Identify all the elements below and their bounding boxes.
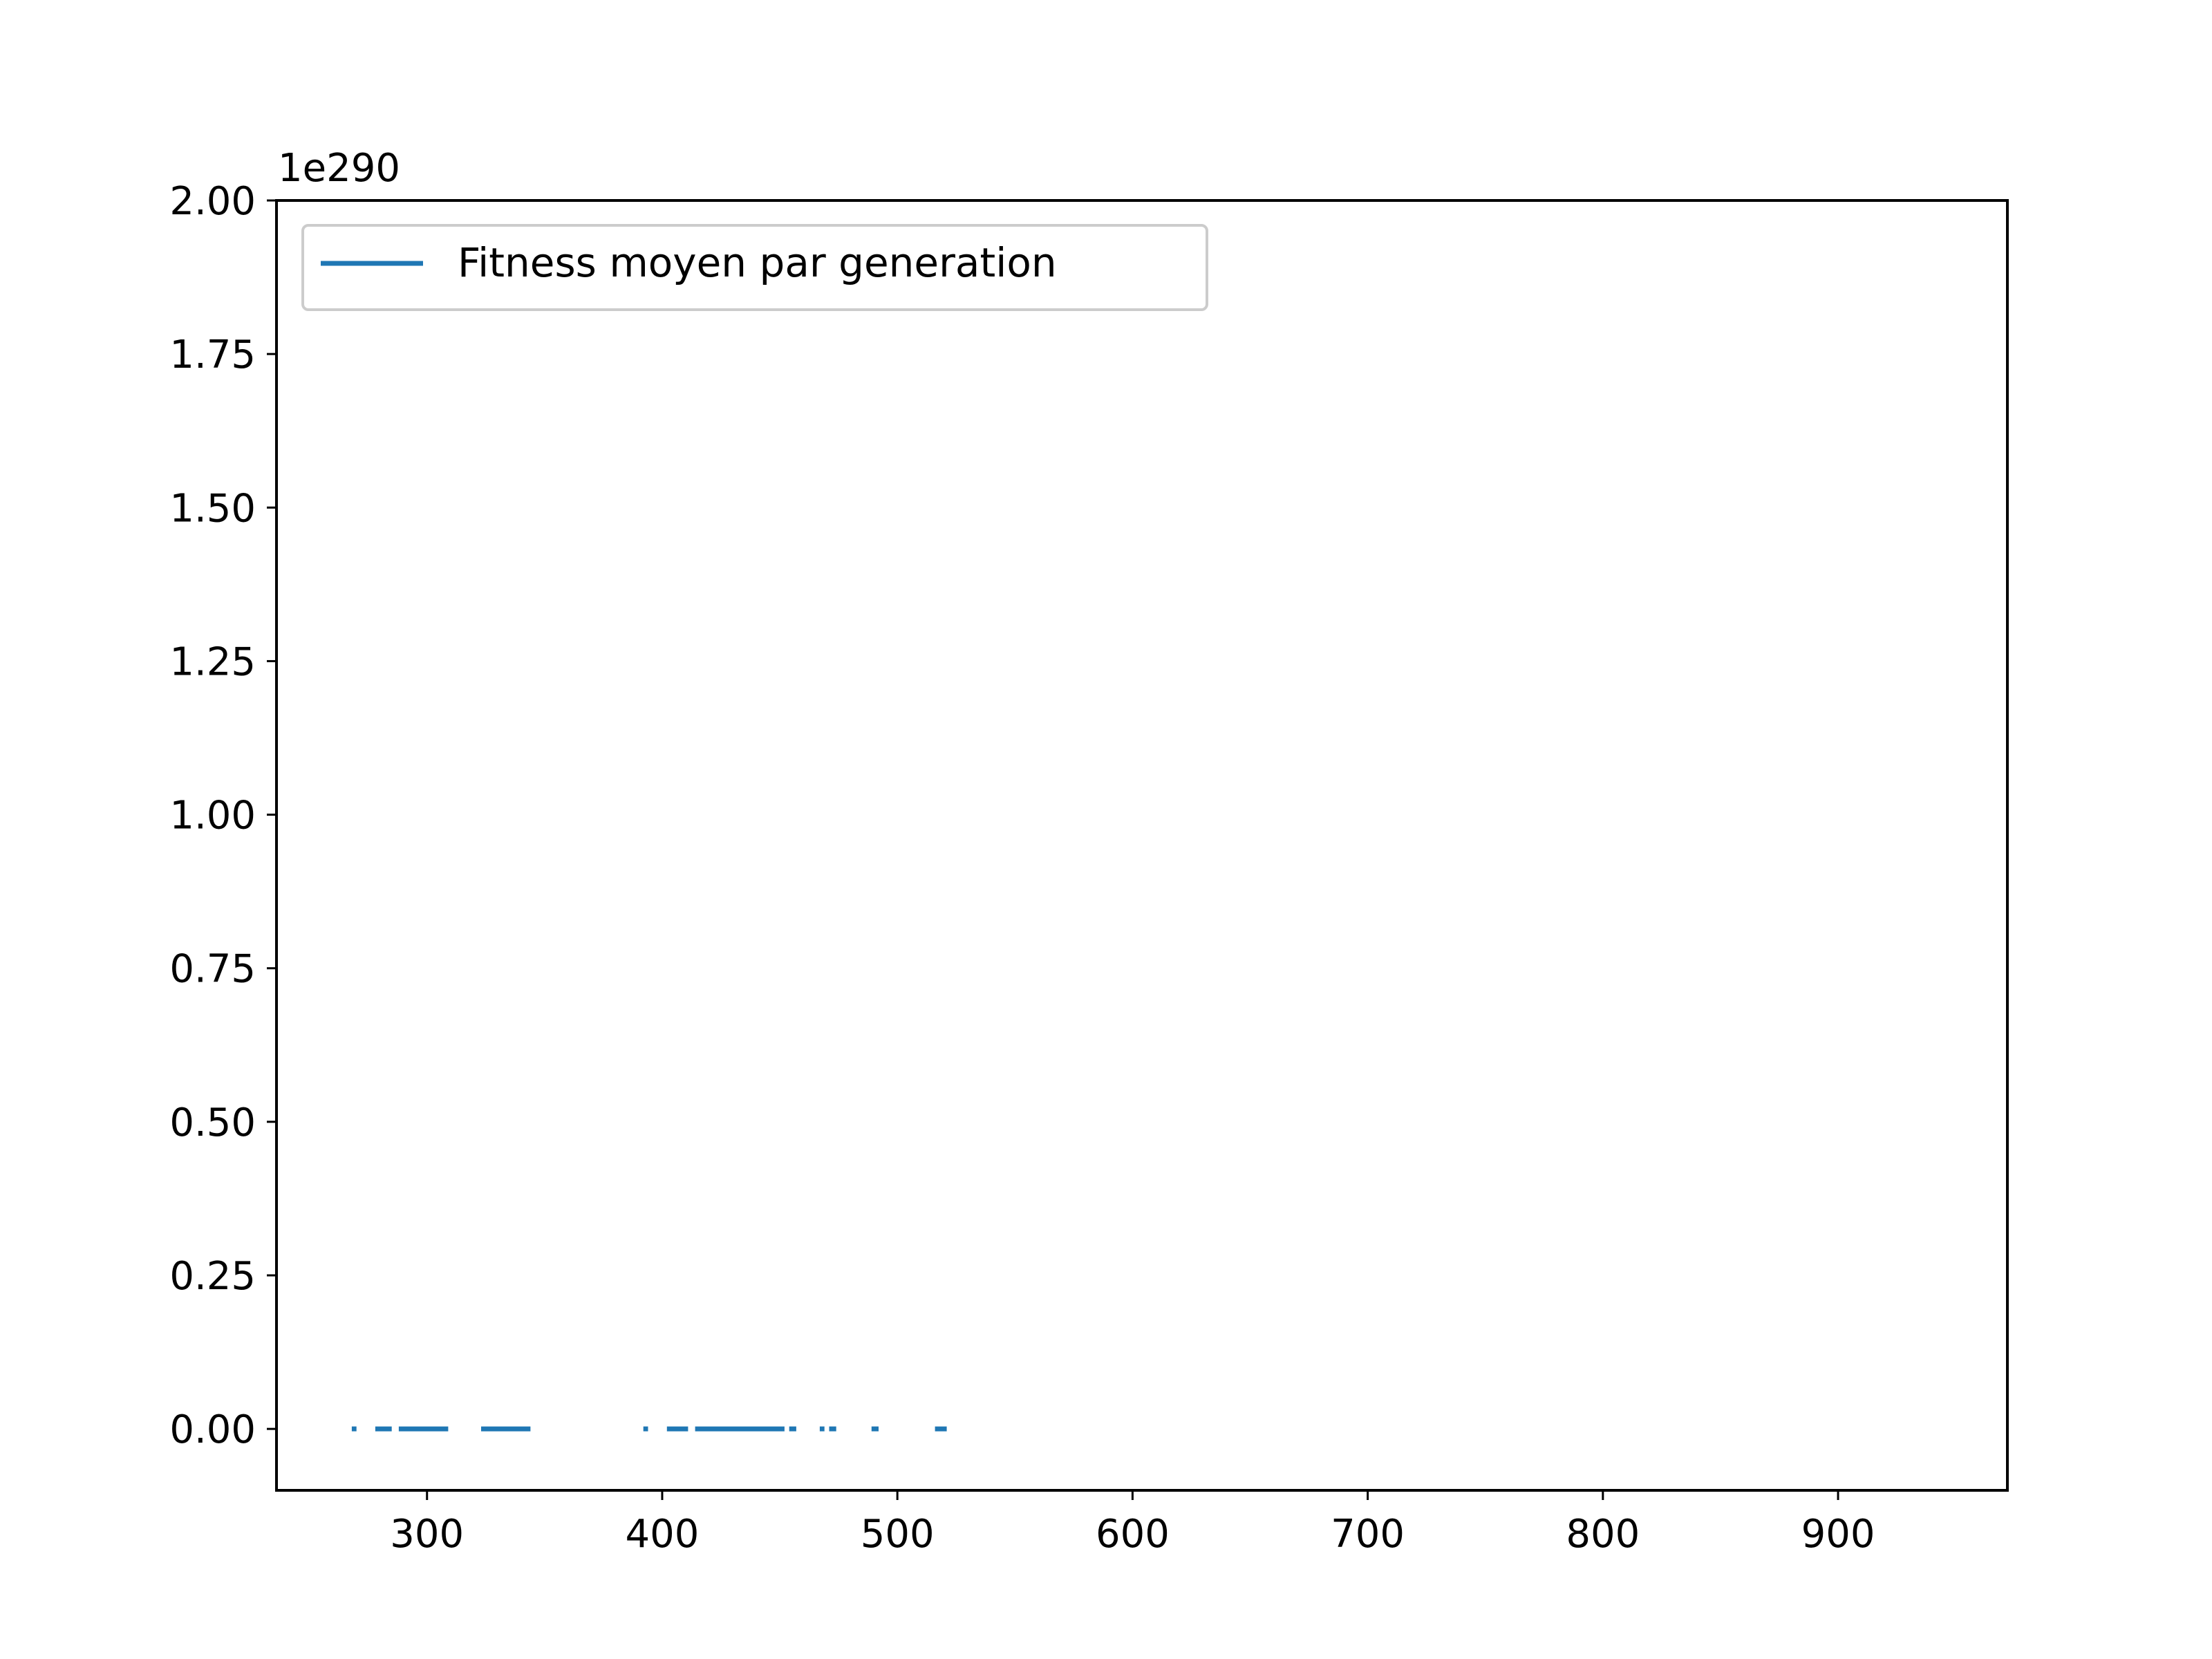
- legend: Fitness moyen par generation: [301, 224, 1208, 311]
- y-tick-label: 1.75: [169, 332, 256, 377]
- y-tick-label: 1.25: [169, 639, 256, 684]
- axes-frame: [275, 199, 2009, 1492]
- y-tick-label: 1.00: [169, 794, 256, 838]
- y-axis: 0.00 0.25 0.50 0.75 1.00 1.25 1.50 1.75 2.00: [169, 179, 276, 1452]
- y-offset-label: 1e290: [278, 146, 400, 191]
- x-tick-label: 500: [861, 1512, 935, 1557]
- x-tick-label: 300: [390, 1512, 464, 1557]
- legend-box: [301, 224, 1208, 311]
- x-axis: 300 400 500 600 700 800 900: [390, 1490, 1875, 1557]
- x-tick-label: 800: [1566, 1512, 1640, 1557]
- legend-entry-label: Fitness moyen par generation: [458, 239, 1057, 286]
- y-tick-label: 2.00: [169, 179, 256, 224]
- y-tick-label: 0.75: [169, 947, 256, 992]
- y-tick-label: 0.25: [169, 1254, 256, 1299]
- x-tick-label: 700: [1331, 1512, 1405, 1557]
- x-tick-label: 600: [1096, 1512, 1170, 1557]
- x-tick-label: 400: [626, 1512, 700, 1557]
- y-tick-label: 1.50: [169, 486, 256, 531]
- x-tick-label: 900: [1801, 1512, 1875, 1557]
- y-tick-label: 0.50: [169, 1100, 256, 1145]
- y-tick-label: 0.00: [169, 1407, 256, 1452]
